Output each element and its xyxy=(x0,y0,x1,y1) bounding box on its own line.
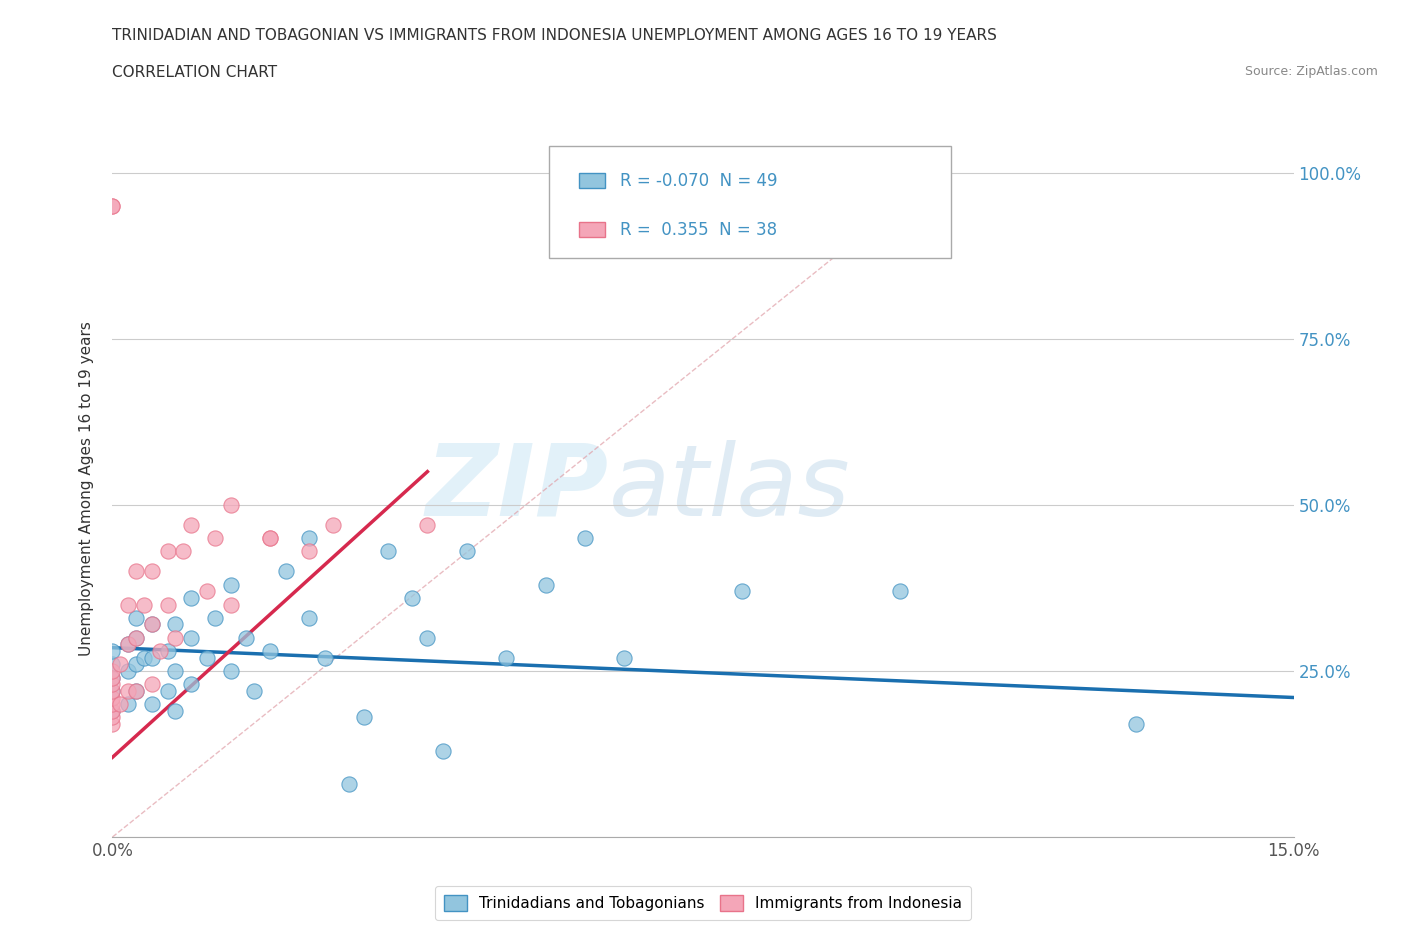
Point xyxy=(101,690,124,705)
Point xyxy=(416,631,439,645)
Text: R =  0.355  N = 38: R = 0.355 N = 38 xyxy=(620,220,778,239)
Point xyxy=(156,644,179,658)
Point xyxy=(298,610,321,625)
Point xyxy=(101,717,124,732)
Point xyxy=(132,650,155,665)
Point xyxy=(274,564,297,578)
Point xyxy=(180,591,202,605)
Point xyxy=(165,631,187,645)
Point xyxy=(219,498,242,512)
Point xyxy=(495,650,517,665)
Point xyxy=(125,684,148,698)
Point xyxy=(416,517,439,532)
Point xyxy=(117,597,139,612)
Point xyxy=(132,597,155,612)
Text: CORRELATION CHART: CORRELATION CHART xyxy=(112,65,277,80)
Point xyxy=(156,684,179,698)
FancyBboxPatch shape xyxy=(579,173,605,189)
Point xyxy=(101,684,124,698)
Point xyxy=(117,637,139,652)
Point xyxy=(180,631,202,645)
Point xyxy=(141,697,163,711)
Point xyxy=(314,650,336,665)
Point xyxy=(165,703,187,718)
Point xyxy=(101,644,124,658)
Text: ZIP: ZIP xyxy=(426,440,609,537)
Point xyxy=(156,597,179,612)
Point xyxy=(101,671,124,685)
Text: atlas: atlas xyxy=(609,440,851,537)
Point xyxy=(574,531,596,546)
Point xyxy=(117,663,139,678)
Point xyxy=(172,544,194,559)
Point xyxy=(101,663,124,678)
Point xyxy=(613,650,636,665)
Point xyxy=(125,610,148,625)
Point xyxy=(204,531,226,546)
Y-axis label: Unemployment Among Ages 16 to 19 years: Unemployment Among Ages 16 to 19 years xyxy=(79,321,94,656)
Point xyxy=(165,617,187,631)
Point xyxy=(195,650,218,665)
Point xyxy=(101,671,124,685)
Point xyxy=(117,637,139,652)
Point xyxy=(322,517,344,532)
Point xyxy=(101,198,124,213)
Point xyxy=(219,597,242,612)
Legend: Trinidadians and Tobagonians, Immigrants from Indonesia: Trinidadians and Tobagonians, Immigrants… xyxy=(434,885,972,920)
Point xyxy=(125,657,148,671)
Point xyxy=(243,684,266,698)
Point xyxy=(101,703,124,718)
Point xyxy=(141,650,163,665)
Point xyxy=(204,610,226,625)
Point xyxy=(101,697,124,711)
Point xyxy=(456,544,478,559)
Point xyxy=(298,531,321,546)
Point xyxy=(731,584,754,599)
Point xyxy=(401,591,423,605)
Point xyxy=(101,703,124,718)
Point xyxy=(432,743,454,758)
Point xyxy=(149,644,172,658)
Point xyxy=(101,684,124,698)
Point xyxy=(125,684,148,698)
Point xyxy=(141,564,163,578)
Point xyxy=(219,578,242,592)
FancyBboxPatch shape xyxy=(579,222,605,237)
Point xyxy=(156,544,179,559)
Point xyxy=(889,584,911,599)
Point xyxy=(125,631,148,645)
Text: TRINIDADIAN AND TOBAGONIAN VS IMMIGRANTS FROM INDONESIA UNEMPLOYMENT AMONG AGES : TRINIDADIAN AND TOBAGONIAN VS IMMIGRANTS… xyxy=(112,28,997,43)
Point xyxy=(180,517,202,532)
Point xyxy=(117,684,139,698)
Point xyxy=(259,644,281,658)
Point xyxy=(101,710,124,724)
Point xyxy=(534,578,557,592)
Point xyxy=(101,657,124,671)
Point xyxy=(141,677,163,692)
Text: Source: ZipAtlas.com: Source: ZipAtlas.com xyxy=(1244,65,1378,78)
Point xyxy=(180,677,202,692)
Point xyxy=(125,564,148,578)
Point xyxy=(259,531,281,546)
Point xyxy=(125,631,148,645)
Point xyxy=(165,663,187,678)
Text: R = -0.070  N = 49: R = -0.070 N = 49 xyxy=(620,172,778,190)
Point xyxy=(195,584,218,599)
Point xyxy=(298,544,321,559)
Point xyxy=(219,663,242,678)
Point xyxy=(1125,717,1147,732)
Point xyxy=(117,697,139,711)
Point xyxy=(353,710,375,724)
Point xyxy=(235,631,257,645)
Point xyxy=(259,531,281,546)
Point xyxy=(110,657,132,671)
Point xyxy=(101,677,124,692)
Point xyxy=(110,697,132,711)
FancyBboxPatch shape xyxy=(550,147,950,259)
Point xyxy=(141,617,163,631)
Point xyxy=(337,777,360,791)
Point xyxy=(101,198,124,213)
Point xyxy=(377,544,399,559)
Point xyxy=(141,617,163,631)
